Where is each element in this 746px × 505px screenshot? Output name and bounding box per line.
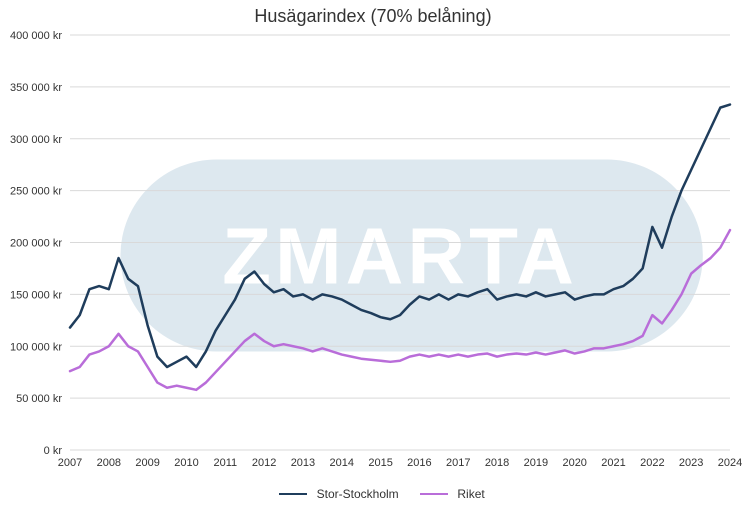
watermark: ZMARTA [120, 160, 702, 352]
x-tick-label: 2008 [97, 457, 121, 469]
x-tick-label: 2020 [562, 457, 586, 469]
x-tick-label: 2009 [135, 457, 159, 469]
x-tick-label: 2012 [252, 457, 276, 469]
legend-label-1: Riket [457, 487, 484, 501]
y-tick-label: 350 000 kr [10, 82, 62, 94]
chart-container: Husägarindex (70% belåning) ZMARTA0 kr50… [0, 0, 746, 505]
svg-text:ZMARTA: ZMARTA [222, 211, 578, 300]
legend: Stor-Stockholm Riket [0, 486, 746, 501]
x-tick-label: 2017 [446, 457, 470, 469]
x-tick-label: 2016 [407, 457, 431, 469]
x-tick-label: 2024 [718, 457, 742, 469]
x-axis: 2007 2008 2009 2010 2011 2012 2013 2014 2015 2016… [58, 457, 742, 469]
plot-area: ZMARTA0 kr50 000 kr100 000 kr150 000 kr2… [70, 35, 730, 450]
y-tick-label: 400 000 kr [10, 30, 62, 42]
x-tick-label: 2023 [679, 457, 703, 469]
x-tick-label: 2014 [330, 457, 354, 469]
x-tick-label: 2010 [174, 457, 198, 469]
x-tick-label: 2018 [485, 457, 509, 469]
legend-label-0: Stor-Stockholm [317, 487, 399, 501]
x-tick-label: 2015 [368, 457, 392, 469]
x-tick-label: 2011 [213, 457, 237, 469]
y-tick-label: 300 000 kr [10, 134, 62, 146]
y-tick-label: 200 000 kr [10, 238, 62, 250]
y-tick-label: 50 000 kr [16, 393, 62, 405]
x-tick-label: 2013 [291, 457, 315, 469]
x-tick-label: 2022 [640, 457, 664, 469]
x-tick-label: 2019 [524, 457, 548, 469]
chart-title: Husägarindex (70% belåning) [0, 6, 746, 27]
y-tick-label: 150 000 kr [10, 289, 62, 301]
legend-swatch-1 [420, 493, 448, 495]
y-axis: 0 kr 50 000 kr 100 000 kr 150 000 kr 200 000… [10, 30, 62, 457]
x-tick-label: 2007 [58, 457, 82, 469]
y-tick-label: 0 kr [44, 445, 63, 457]
x-tick-label: 2021 [601, 457, 625, 469]
chart-svg: ZMARTA0 kr50 000 kr100 000 kr150 000 kr2… [70, 35, 730, 450]
y-tick-label: 250 000 kr [10, 186, 62, 198]
legend-swatch-0 [279, 493, 307, 495]
y-tick-label: 100 000 kr [10, 341, 62, 353]
